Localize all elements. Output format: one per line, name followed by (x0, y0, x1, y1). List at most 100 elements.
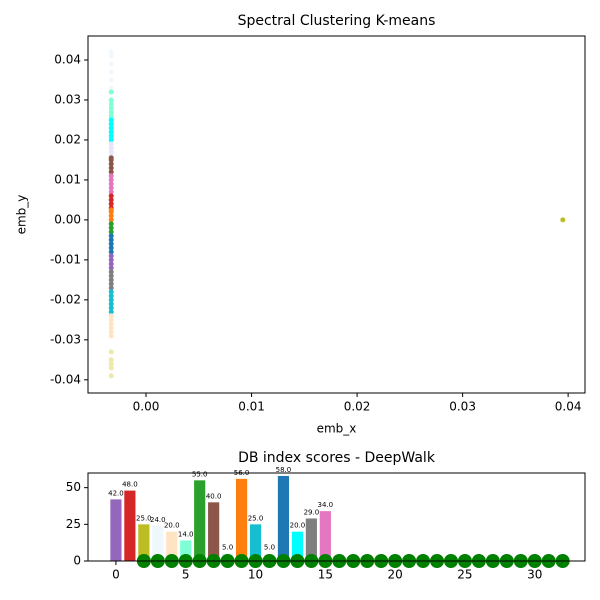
point (108, 137, 114, 143)
value-label: 25.0 (248, 514, 264, 522)
y-tick-label: 0.02 (54, 132, 81, 146)
point (108, 321, 114, 327)
point (108, 333, 114, 339)
point (108, 141, 114, 147)
x-tick-label: 30 (527, 568, 542, 582)
point (108, 265, 114, 271)
value-label: 58.0 (276, 466, 292, 474)
point (108, 233, 114, 239)
x-tick-label: 15 (318, 568, 333, 582)
point (108, 301, 114, 307)
chart-title: Spectral Clustering K-means (238, 13, 436, 29)
point (108, 173, 114, 179)
point (108, 213, 114, 219)
point (108, 149, 114, 155)
point (108, 49, 114, 55)
point (108, 121, 114, 127)
x-tick-label: 10 (248, 568, 263, 582)
point (108, 329, 114, 335)
y-tick-label: 25 (66, 517, 81, 531)
y-tick-label: -0.03 (50, 332, 81, 346)
point (108, 277, 114, 283)
point (108, 281, 114, 287)
y-tick-label: 0 (73, 554, 81, 568)
point (108, 181, 114, 187)
point (108, 237, 114, 243)
point (108, 133, 114, 139)
point (108, 261, 114, 267)
point (108, 253, 114, 259)
point (108, 161, 114, 167)
bar (152, 525, 164, 561)
point (108, 117, 114, 123)
x-tick-label: 0.00 (133, 400, 160, 414)
y-tick-label: 0.04 (54, 52, 81, 66)
point (108, 169, 114, 175)
value-label: 5.0 (222, 544, 233, 552)
value-label: 34.0 (318, 501, 334, 509)
point (108, 85, 114, 91)
y-tick-label: 50 (66, 480, 81, 494)
point (108, 349, 114, 355)
point (108, 257, 114, 263)
point (108, 361, 114, 367)
x-tick-label: 0.02 (344, 400, 371, 414)
point (108, 53, 114, 59)
point (108, 217, 114, 223)
value-label: 24.0 (150, 516, 166, 524)
bar (235, 478, 248, 561)
y-tick-label: -0.04 (50, 372, 81, 386)
x-tick-label: 5 (182, 568, 190, 582)
y-tick-label: -0.02 (50, 292, 81, 306)
bar (319, 511, 331, 561)
point (108, 105, 114, 111)
point (108, 177, 114, 183)
bar (166, 531, 178, 561)
point (108, 165, 114, 171)
y-tick-label: 0.01 (54, 172, 81, 186)
point (108, 69, 114, 75)
point (108, 109, 114, 115)
point (108, 313, 114, 319)
point (108, 269, 114, 275)
point (108, 61, 114, 67)
point (108, 373, 114, 379)
point (108, 297, 114, 303)
y-tick-label: -0.01 (50, 252, 81, 266)
value-label: 29.0 (304, 508, 320, 516)
point (108, 273, 114, 279)
point (108, 157, 114, 163)
x-tick-label: 0 (112, 568, 120, 582)
point (108, 97, 114, 103)
bar (277, 475, 290, 561)
point (108, 197, 114, 203)
point (108, 189, 114, 195)
x-tick-label: 0.04 (555, 400, 582, 414)
value-label: 48.0 (122, 481, 138, 489)
point (108, 77, 114, 83)
point (108, 365, 114, 371)
point (108, 221, 114, 227)
value-label: 55.0 (192, 470, 208, 478)
y-axis-label: emb_y (15, 195, 29, 235)
value-label: 14.0 (178, 530, 194, 538)
value-label: 20.0 (164, 522, 180, 530)
point (108, 305, 114, 311)
chart-title: DB index scores - DeepWalk (238, 450, 436, 466)
point (108, 145, 114, 151)
point (108, 245, 114, 251)
bar (180, 540, 192, 561)
x-tick-label: 25 (457, 568, 472, 582)
y-tick-label: 0.03 (54, 92, 81, 106)
point (108, 201, 114, 207)
value-label: 40.0 (206, 492, 222, 500)
point (108, 113, 114, 119)
point (108, 125, 114, 131)
point (108, 89, 114, 95)
bar (138, 524, 150, 561)
point (108, 293, 114, 299)
point (108, 285, 114, 291)
bar (110, 499, 122, 561)
point (108, 225, 114, 231)
point (108, 209, 114, 215)
